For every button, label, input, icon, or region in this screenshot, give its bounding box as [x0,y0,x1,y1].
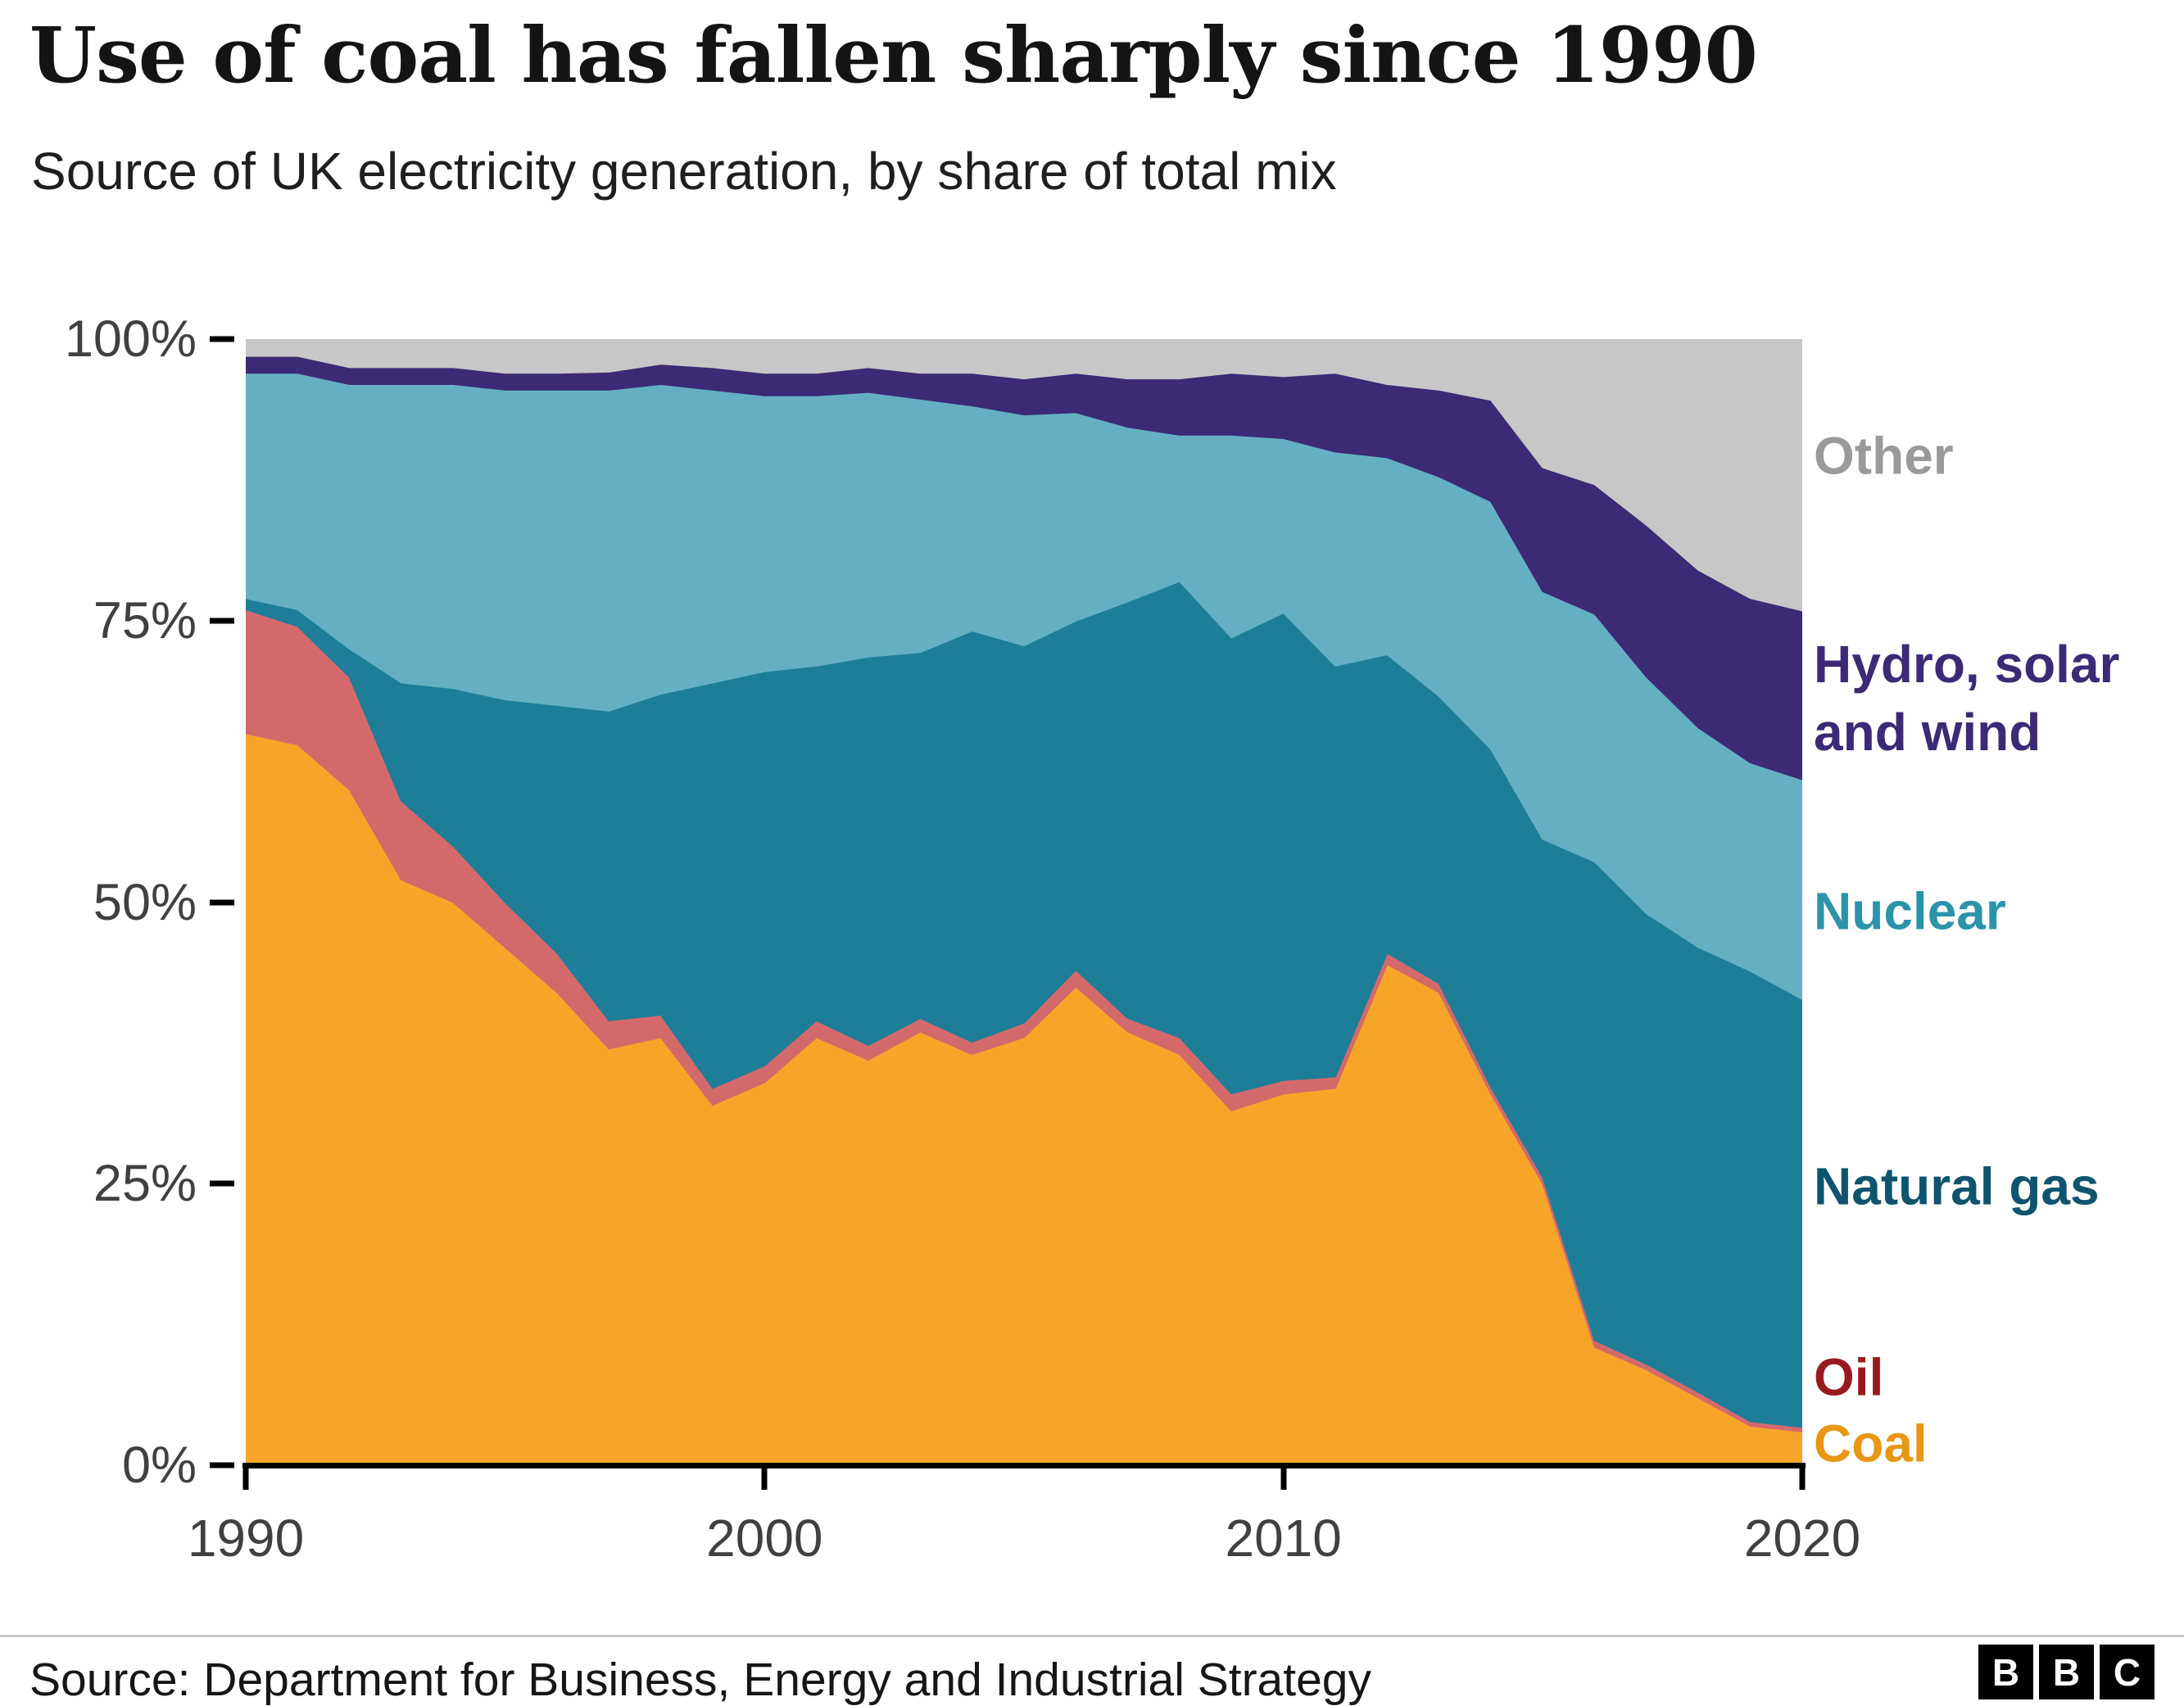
x-axis: 1990 2000 2010 2020 [188,1465,1860,1596]
legend-label-other: Other [1814,426,1954,486]
y-axis-tick-label: 0% [121,1437,197,1494]
y-axis-tick-label: 25% [93,1155,197,1213]
y-axis-tick-label: 100% [64,310,197,368]
area-other [246,339,1802,612]
x-axis-tick-label: 1990 [187,1509,305,1568]
x-axis-tick-mark [1280,1468,1287,1490]
x-axis-tick-mark [1799,1468,1806,1490]
chart-subtitle: Source of UK electricity generation, by … [31,142,1337,201]
x-axis-baseline [242,1463,1806,1468]
x-axis-tick-label: 2010 [1225,1509,1342,1568]
chart-title: Use of coal has fallen sharply since 199… [29,11,1758,101]
footer-divider [0,1635,2184,1637]
x-axis-tick-mark [242,1468,249,1490]
y-axis-tick-label: 75% [93,591,197,649]
legend-label-hydro-solar-wind: Hydro, solar and wind [1814,634,2120,762]
x-axis-tick-mark [761,1468,768,1490]
source-text: Source: Department for Business, Energy … [29,1654,1371,1706]
y-axis-tick-mark [210,1180,234,1187]
y-axis-tick-mark [210,336,234,342]
bbc-logo-letter: B [2039,1645,2094,1699]
x-axis-tick-label: 2000 [706,1509,823,1568]
y-axis-tick-label: 50% [93,873,197,931]
legend-label-oil: Oil [1814,1347,1884,1407]
bbc-logo-letter: B [1978,1645,2033,1699]
bbc-logo-letter: C [2100,1645,2155,1699]
stacked-area-chart-canvas [246,339,1802,1465]
y-axis-tick-mark [210,1462,234,1468]
x-axis-tick-label: 2020 [1743,1509,1861,1568]
series-labels: Other Hydro, solar and wind Nuclear Natu… [1814,339,2184,1473]
plot-area [246,339,1802,1465]
y-axis: 0% 25% 50% 75% 100% [0,310,242,1494]
legend-label-coal: Coal [1814,1414,1928,1473]
y-axis-tick-mark [210,899,234,905]
legend-label-natural-gas: Natural gas [1814,1156,2100,1216]
legend-label-nuclear: Nuclear [1814,881,2006,941]
y-axis-tick-mark [210,618,234,624]
